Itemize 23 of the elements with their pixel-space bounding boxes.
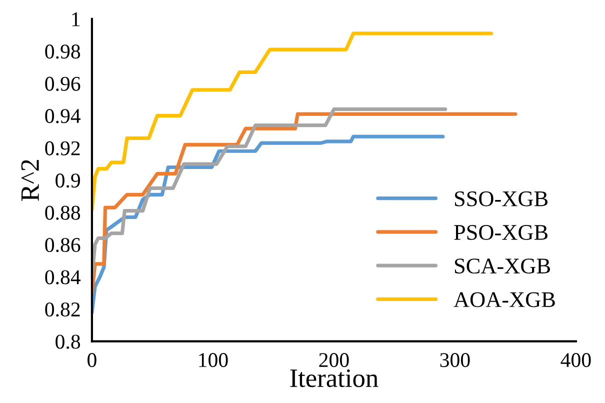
- x-tick-label: 200: [319, 353, 349, 368]
- y-axis-title: R^2: [21, 160, 39, 201]
- y-tick-label: 0.8: [56, 334, 80, 349]
- x-tick-label: 300: [440, 353, 470, 368]
- y-tick-label: 1: [72, 12, 80, 26]
- y-tick-label: 0.84: [45, 270, 81, 284]
- y-tick-label: 0.86: [45, 238, 80, 252]
- y-tick-label: 0.9: [56, 174, 80, 188]
- y-tick-label: 0.98: [45, 44, 80, 59]
- x-tick-label: 400: [560, 353, 591, 368]
- y-tick-label: 0.96: [45, 76, 80, 91]
- legend-label: AOA-XGB: [454, 292, 555, 308]
- y-tick-label: 0.88: [45, 206, 80, 220]
- legend-label: SCA-XGB: [454, 258, 550, 274]
- y-tick-label: 0.94: [45, 109, 81, 124]
- y-tick-label: 0.92: [45, 141, 80, 156]
- x-tick-label: 0: [88, 353, 96, 368]
- x-axis-title: Iteration: [290, 369, 378, 388]
- x-tick-label: 100: [199, 353, 228, 368]
- y-tick-label: 0.82: [45, 302, 80, 317]
- line-series: [92, 107, 448, 279]
- legend-label: SSO-XGB: [454, 191, 548, 206]
- legend-label: PSO-XGB: [454, 224, 548, 240]
